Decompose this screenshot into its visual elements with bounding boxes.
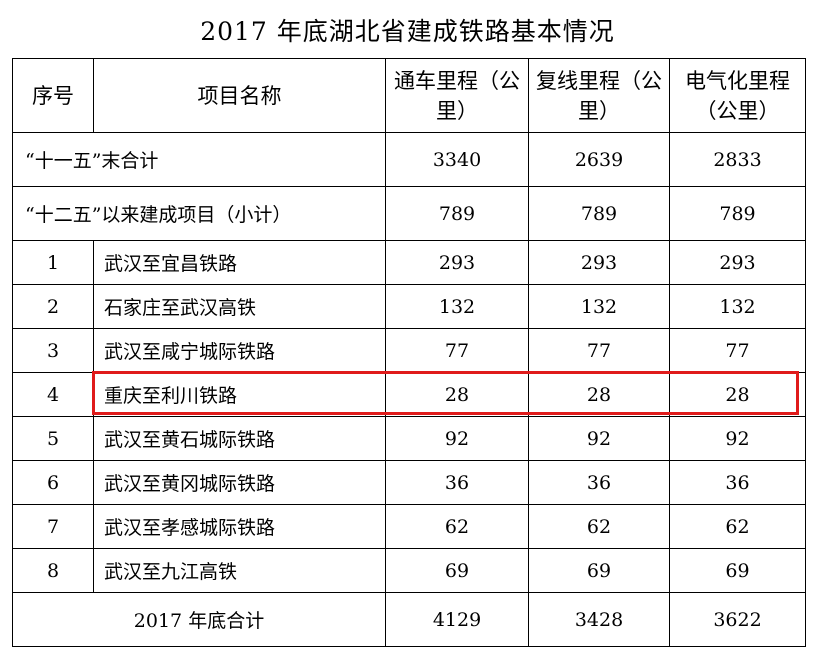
row-seq: 3 [12, 328, 94, 373]
total-label: 2017 年底合计 [12, 592, 386, 647]
row-project-name: 武汉至黄石城际铁路 [93, 416, 386, 461]
project-rows: 1 武汉至宜昌铁路 293 293 293 2 石家庄至武汉高铁 132 132 132 3 武汉至咸… [12, 240, 806, 593]
header-name: 项目名称 [93, 58, 386, 133]
table-row: 6 武汉至黄冈城际铁路 36 36 36 [12, 460, 806, 505]
total-value: 3622 [669, 592, 806, 647]
row-double-track-mileage: 293 [528, 240, 670, 285]
row-project-name: 武汉至黄冈城际铁路 [93, 460, 386, 505]
summary-row: “十二五”以来建成项目（小计） 789 789 789 [12, 186, 806, 241]
table-row: 8 武汉至九江高铁 69 69 69 [12, 548, 806, 593]
table-row: 1 武汉至宜昌铁路 293 293 293 [12, 240, 806, 285]
table-row: 5 武汉至黄石城际铁路 92 92 92 [12, 416, 806, 461]
row-open-mileage: 28 [385, 372, 529, 417]
row-seq: 4 [12, 372, 94, 417]
summary-label: “十二五”以来建成项目（小计） [12, 186, 386, 241]
total-row: 2017 年底合计 4129 3428 3622 [12, 592, 806, 647]
summary-value: 789 [669, 186, 806, 241]
row-project-name: 武汉至孝感城际铁路 [93, 504, 386, 549]
row-project-name: 重庆至利川铁路 [93, 372, 386, 417]
table-row: 2 石家庄至武汉高铁 132 132 132 [12, 284, 806, 329]
row-electrified-mileage: 92 [669, 416, 806, 461]
row-double-track-mileage: 77 [528, 328, 670, 373]
table-title: 2017 年底湖北省建成铁路基本情况 [200, 17, 615, 46]
summary-value: 2833 [669, 132, 806, 187]
row-seq: 1 [12, 240, 94, 285]
row-double-track-mileage: 69 [528, 548, 670, 593]
row-double-track-mileage: 92 [528, 416, 670, 461]
header-open-mileage: 通车里程（公里） [385, 58, 529, 133]
row-seq: 8 [12, 548, 94, 593]
table-row: 7 武汉至孝感城际铁路 62 62 62 [12, 504, 806, 549]
total-value: 4129 [385, 592, 529, 647]
summary-value: 3340 [385, 132, 529, 187]
row-seq: 2 [12, 284, 94, 329]
row-electrified-mileage: 132 [669, 284, 806, 329]
row-electrified-mileage: 293 [669, 240, 806, 285]
header-double-track-mileage: 复线里程（公里） [528, 58, 670, 133]
row-double-track-mileage: 132 [528, 284, 670, 329]
summary-value: 789 [528, 186, 670, 241]
row-double-track-mileage: 36 [528, 460, 670, 505]
summary-value: 789 [385, 186, 529, 241]
row-seq: 7 [12, 504, 94, 549]
row-project-name: 石家庄至武汉高铁 [93, 284, 386, 329]
header-row: 序号 项目名称 通车里程（公里） 复线里程（公里） 电气化里程（公里） [12, 58, 806, 133]
row-open-mileage: 293 [385, 240, 529, 285]
row-seq: 5 [12, 416, 94, 461]
table-row: 3 武汉至咸宁城际铁路 77 77 77 [12, 328, 806, 373]
row-electrified-mileage: 77 [669, 328, 806, 373]
table-row: 4 重庆至利川铁路 28 28 28 [12, 372, 806, 417]
header-seq: 序号 [12, 58, 94, 133]
summary-row: “十一五”末合计 3340 2639 2833 [12, 132, 806, 187]
row-open-mileage: 92 [385, 416, 529, 461]
total-value: 3428 [528, 592, 670, 647]
row-open-mileage: 36 [385, 460, 529, 505]
row-electrified-mileage: 36 [669, 460, 806, 505]
row-double-track-mileage: 28 [528, 372, 670, 417]
summary-value: 2639 [528, 132, 670, 187]
summary-label: “十一五”末合计 [12, 132, 386, 187]
row-electrified-mileage: 28 [669, 372, 806, 417]
row-project-name: 武汉至咸宁城际铁路 [93, 328, 386, 373]
row-project-name: 武汉至宜昌铁路 [93, 240, 386, 285]
row-electrified-mileage: 62 [669, 504, 806, 549]
row-electrified-mileage: 69 [669, 548, 806, 593]
row-open-mileage: 132 [385, 284, 529, 329]
row-double-track-mileage: 62 [528, 504, 670, 549]
header-electrified-mileage: 电气化里程（公里） [669, 58, 806, 133]
railway-table: 序号 项目名称 通车里程（公里） 复线里程（公里） 电气化里程（公里） “十一五… [12, 58, 806, 647]
row-project-name: 武汉至九江高铁 [93, 548, 386, 593]
row-seq: 6 [12, 460, 94, 505]
row-open-mileage: 77 [385, 328, 529, 373]
row-open-mileage: 69 [385, 548, 529, 593]
row-open-mileage: 62 [385, 504, 529, 549]
